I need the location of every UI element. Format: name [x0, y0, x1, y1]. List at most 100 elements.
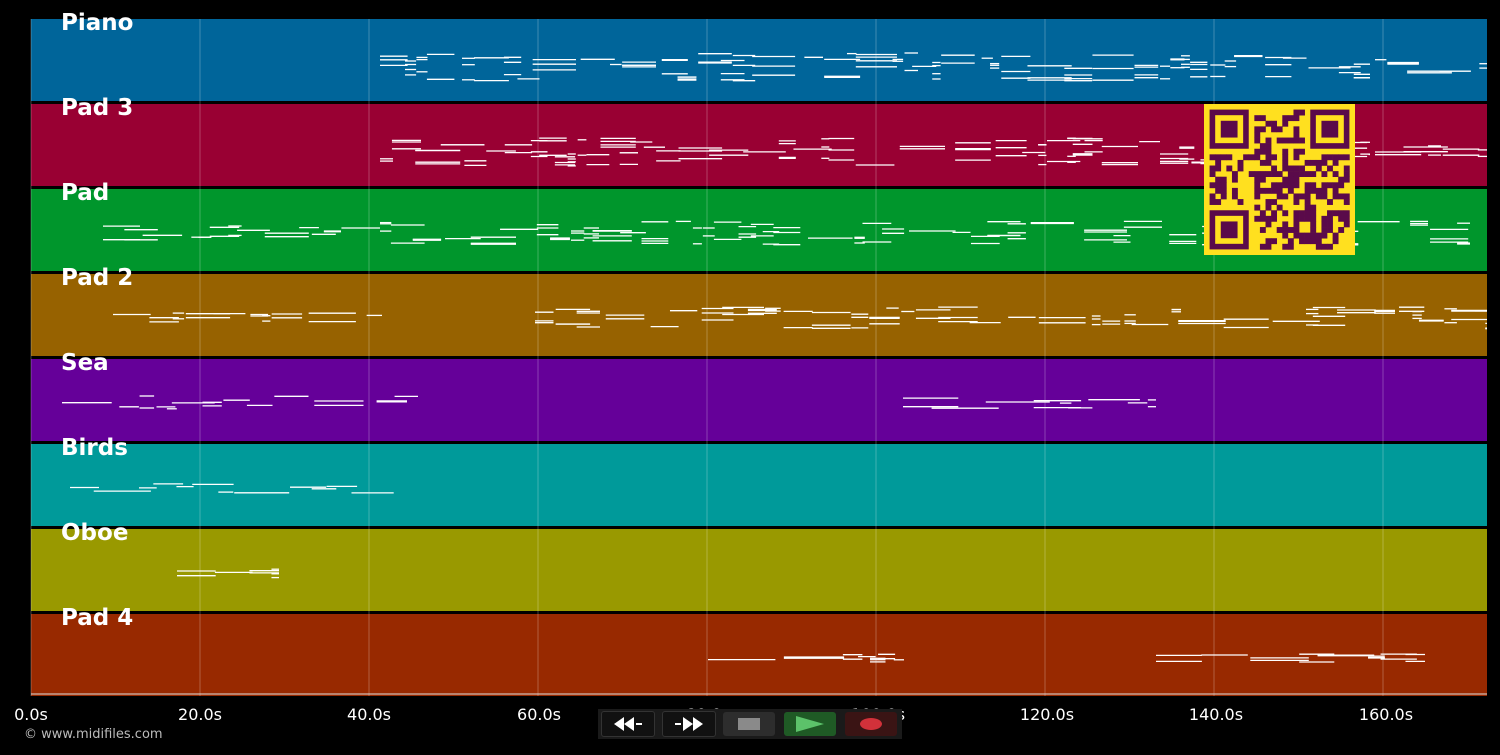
- transport-controls: [598, 709, 902, 739]
- qr-module: [1304, 159, 1311, 166]
- fast-forward-button[interactable]: [659, 709, 719, 739]
- qr-module: [1276, 126, 1283, 133]
- qr-module: [1327, 215, 1333, 222]
- qr-module: [1254, 182, 1261, 189]
- qr-module: [1282, 193, 1289, 200]
- qr-module: [1287, 238, 1294, 245]
- qr-module: [1315, 243, 1322, 250]
- qr-module: [1220, 154, 1227, 161]
- qr-module: [1231, 171, 1238, 178]
- qr-module: [1287, 115, 1294, 122]
- qr-module: [1259, 227, 1266, 233]
- qr-module: [1215, 165, 1222, 172]
- track-label-piano: Piano: [61, 10, 134, 36]
- qr-module: [1338, 227, 1345, 233]
- qr-module: [1343, 215, 1350, 222]
- qr-module: [1321, 243, 1328, 250]
- qr-module: [1276, 137, 1283, 144]
- qr-module: [1254, 148, 1261, 155]
- qr-module: [1310, 238, 1317, 245]
- qr-module: [1338, 176, 1345, 183]
- qr-module: [1293, 171, 1300, 178]
- qr-module: [1265, 187, 1272, 194]
- qr-module: [1265, 171, 1272, 178]
- qr-module: [1327, 182, 1333, 189]
- qr-module: [1271, 120, 1278, 127]
- qr-module: [1321, 182, 1328, 189]
- qr-module: [1254, 204, 1261, 211]
- qr-module: [1265, 159, 1272, 166]
- qr-module: [1282, 137, 1289, 144]
- qr-module: [1343, 154, 1350, 161]
- qr-module: [1282, 227, 1289, 233]
- qr-module: [1321, 159, 1328, 166]
- stop-button[interactable]: [720, 709, 780, 739]
- qr-module: [1254, 137, 1261, 144]
- qr-module: [1259, 148, 1266, 155]
- qr-module: [1282, 210, 1289, 217]
- qr-module: [1259, 115, 1266, 122]
- qr-module: [1332, 182, 1339, 189]
- qr-code-icon: [1204, 104, 1355, 255]
- qr-module: [1248, 154, 1255, 161]
- track-label-pad-3: Pad 3: [61, 95, 134, 121]
- qr-module: [1259, 215, 1266, 222]
- qr-module: [1299, 148, 1305, 155]
- qr-module: [1321, 232, 1328, 239]
- tick-label: 20.0s: [178, 705, 222, 724]
- qr-module: [1332, 232, 1339, 239]
- qr-module: [1343, 176, 1350, 183]
- qr-module: [1209, 165, 1216, 172]
- qr-module: [1265, 215, 1272, 222]
- track-lane: [31, 529, 1487, 611]
- qr-module: [1271, 199, 1278, 205]
- qr-module: [1343, 199, 1350, 205]
- qr-module: [1265, 199, 1272, 205]
- qr-module: [1299, 210, 1305, 217]
- play-button[interactable]: [780, 709, 840, 739]
- play-icon: [784, 712, 837, 736]
- qr-module: [1215, 154, 1222, 161]
- qr-module: [1327, 227, 1333, 233]
- qr-module: [1315, 159, 1322, 166]
- qr-module: [1282, 221, 1289, 228]
- qr-module: [1271, 165, 1278, 172]
- tick-label: 0.0s: [14, 705, 48, 724]
- qr-module: [1327, 154, 1333, 161]
- qr-module: [1265, 137, 1272, 144]
- qr-module: [1271, 171, 1278, 178]
- qr-module: [1293, 182, 1300, 189]
- qr-module: [1310, 210, 1317, 217]
- qr-module: [1332, 159, 1339, 166]
- qr-module: [1332, 193, 1339, 200]
- track-label-pad: Pad: [61, 180, 110, 206]
- qr-module: [1220, 187, 1227, 194]
- qr-module: [1254, 126, 1261, 133]
- qr-module: [1327, 165, 1333, 172]
- qr-module: [1259, 143, 1266, 150]
- track-label-sea: Sea: [61, 350, 109, 376]
- qr-module: [1310, 221, 1317, 228]
- qr-module: [1271, 215, 1278, 222]
- qr-module: [1338, 215, 1345, 222]
- qr-module: [1304, 187, 1311, 194]
- qr-module: [1220, 182, 1227, 189]
- qr-module: [1321, 215, 1328, 222]
- qr-module: [1287, 171, 1294, 178]
- qr-module: [1304, 215, 1311, 222]
- qr-module: [1282, 148, 1289, 155]
- qr-module: [1310, 204, 1317, 211]
- qr-module: [1226, 165, 1233, 172]
- qr-module: [1327, 210, 1333, 217]
- qr-module: [1287, 243, 1294, 250]
- qr-module: [1254, 187, 1261, 194]
- qr-module: [1327, 199, 1333, 205]
- rewind-button[interactable]: [598, 709, 658, 739]
- qr-module: [1259, 176, 1266, 183]
- record-button[interactable]: [841, 709, 901, 739]
- qr-module: [1276, 171, 1283, 178]
- qr-module: [1259, 210, 1266, 217]
- qr-module: [1315, 187, 1322, 194]
- qr-module: [1215, 176, 1222, 183]
- qr-module: [1254, 176, 1261, 183]
